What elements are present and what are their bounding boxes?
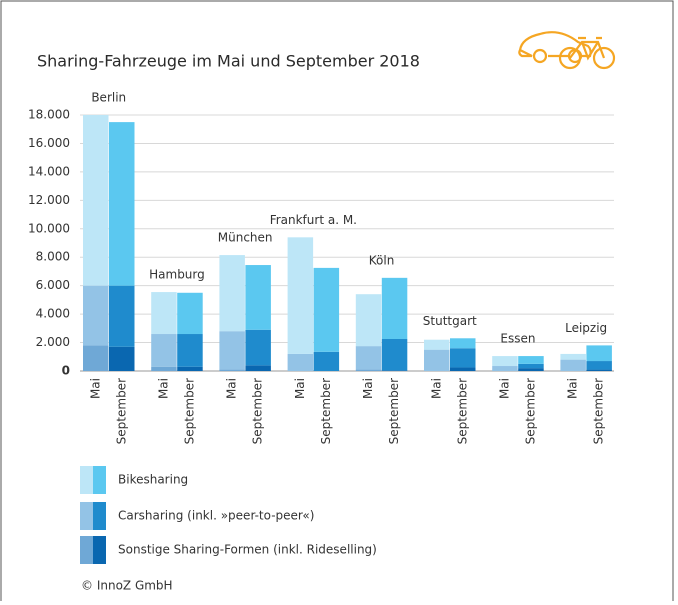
bar-segment: [381, 277, 408, 339]
bar-segment: [450, 367, 476, 371]
bar-segment: [381, 339, 408, 371]
bar-segment: [313, 351, 340, 371]
x-tick-label: Mai: [225, 378, 239, 399]
bar-segment: [109, 285, 135, 347]
bar-segment: [109, 122, 135, 286]
bar-segment: [424, 339, 450, 350]
bar-segment: [518, 368, 544, 371]
group-label: Leipzig: [565, 321, 607, 335]
y-tick-label: 8.000: [36, 250, 70, 264]
bar-segment: [219, 369, 245, 371]
bar-segment: [450, 338, 476, 349]
bar-segment: [560, 353, 586, 360]
x-tick-label: Mai: [156, 378, 170, 399]
bar-segment: [355, 294, 382, 347]
bar-segment: [560, 359, 586, 371]
x-tick-label: September: [182, 378, 196, 444]
x-tick-label: September: [455, 378, 469, 444]
legend-swatch: [80, 536, 93, 564]
x-tick-label: Mai: [429, 378, 443, 399]
legend-label: Sonstige Sharing-Formen (inkl. Rideselli…: [118, 543, 377, 557]
legend-swatch: [93, 466, 106, 494]
bar-segment: [355, 346, 382, 370]
y-tick-label: 2.000: [36, 335, 70, 349]
bar-segment: [450, 348, 476, 368]
legend-label: Bikesharing: [118, 473, 188, 487]
x-tick-label: Mai: [88, 378, 102, 399]
x-tick-label: Mai: [293, 378, 307, 399]
bar-segment: [492, 366, 518, 371]
group-label: Stuttgart: [423, 314, 477, 328]
bar-segment: [83, 285, 109, 346]
x-tick-label: September: [114, 378, 128, 444]
bar-segment: [151, 334, 177, 367]
bar-segment: [287, 353, 314, 371]
bar-segment: [424, 349, 450, 371]
group-label: Berlin: [91, 91, 126, 105]
bar-segment: [219, 331, 245, 370]
legend-swatch: [80, 502, 93, 530]
group-label: Hamburg: [149, 268, 205, 282]
group-label: Essen: [500, 332, 535, 346]
bar-segment: [586, 345, 612, 362]
x-tick-label: Mai: [497, 378, 511, 399]
y-tick-label: 16.000: [28, 136, 70, 150]
car-bike-icon: [518, 31, 616, 70]
bar-segment: [109, 346, 135, 371]
bar-segment: [83, 115, 109, 286]
bar-segment: [245, 365, 271, 371]
bar-segment: [586, 361, 612, 370]
x-tick-label: September: [523, 378, 537, 444]
bar-segment: [151, 366, 177, 371]
x-tick-label: September: [251, 378, 265, 444]
bar-segment: [492, 356, 518, 367]
bar-segment: [219, 255, 245, 332]
bar-segment: [177, 292, 203, 335]
group-label: Köln: [369, 253, 395, 267]
bar-segment: [518, 356, 544, 364]
x-tick-label: Mai: [361, 378, 375, 399]
bar-segment: [177, 366, 203, 371]
chart-title: Sharing-Fahrzeuge im Mai und September 2…: [37, 52, 420, 71]
bar-segment: [151, 292, 177, 335]
bar-segment: [177, 334, 203, 367]
bar-segment: [245, 265, 271, 330]
legend-label: Carsharing (inkl. »peer-to-peer«): [118, 509, 314, 523]
bar-segment: [83, 345, 109, 371]
x-tick-label: September: [387, 378, 401, 444]
y-tick-label: 18.000: [28, 108, 70, 122]
y-tick-label: 0: [62, 364, 70, 378]
bar-segment: [313, 267, 340, 352]
x-tick-label: Mai: [566, 378, 580, 399]
y-tick-label: 4.000: [36, 307, 70, 321]
source: © InnoZ GmbH: [81, 579, 173, 593]
x-tick-label: September: [319, 378, 333, 444]
x-tick-label: September: [592, 378, 606, 444]
group-label: Frankfurt a. M.: [270, 213, 357, 227]
bar-segment: [518, 363, 544, 369]
y-tick-label: 6.000: [36, 278, 70, 292]
y-tick-label: 12.000: [28, 193, 70, 207]
bar-segment: [586, 369, 612, 371]
bar-segment: [287, 237, 314, 354]
y-tick-label: 14.000: [28, 164, 70, 178]
legend-swatch: [80, 466, 93, 494]
bar-segment: [245, 329, 271, 366]
legend-swatch: [93, 536, 106, 564]
bar-segment: [381, 370, 408, 371]
legend-swatch: [93, 502, 106, 530]
group-label: München: [218, 231, 273, 245]
y-tick-label: 10.000: [28, 221, 70, 235]
bar-segment: [355, 369, 382, 371]
